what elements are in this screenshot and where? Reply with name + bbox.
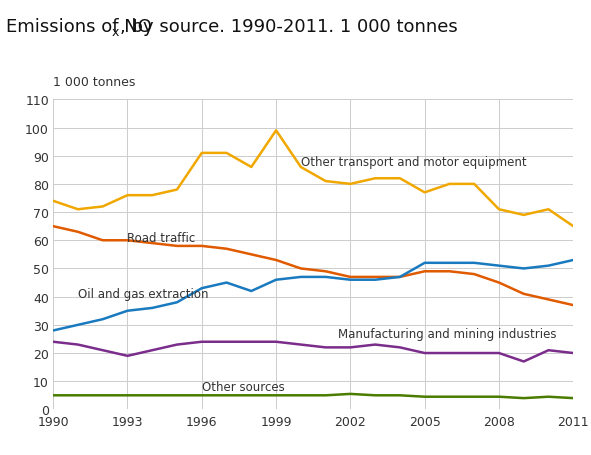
Text: Manufacturing and mining industries: Manufacturing and mining industries <box>338 327 557 340</box>
Text: , by source. 1990-2011. 1 000 tonnes: , by source. 1990-2011. 1 000 tonnes <box>120 18 457 36</box>
Text: Road traffic: Road traffic <box>128 232 196 244</box>
Text: Oil and gas extraction: Oil and gas extraction <box>78 288 209 301</box>
Text: Emissions of NO: Emissions of NO <box>6 18 152 36</box>
Text: x: x <box>112 26 119 40</box>
Text: Other transport and motor equipment: Other transport and motor equipment <box>301 156 527 168</box>
Text: Other sources: Other sources <box>202 380 284 394</box>
Text: 1 000 tonnes: 1 000 tonnes <box>53 76 135 89</box>
